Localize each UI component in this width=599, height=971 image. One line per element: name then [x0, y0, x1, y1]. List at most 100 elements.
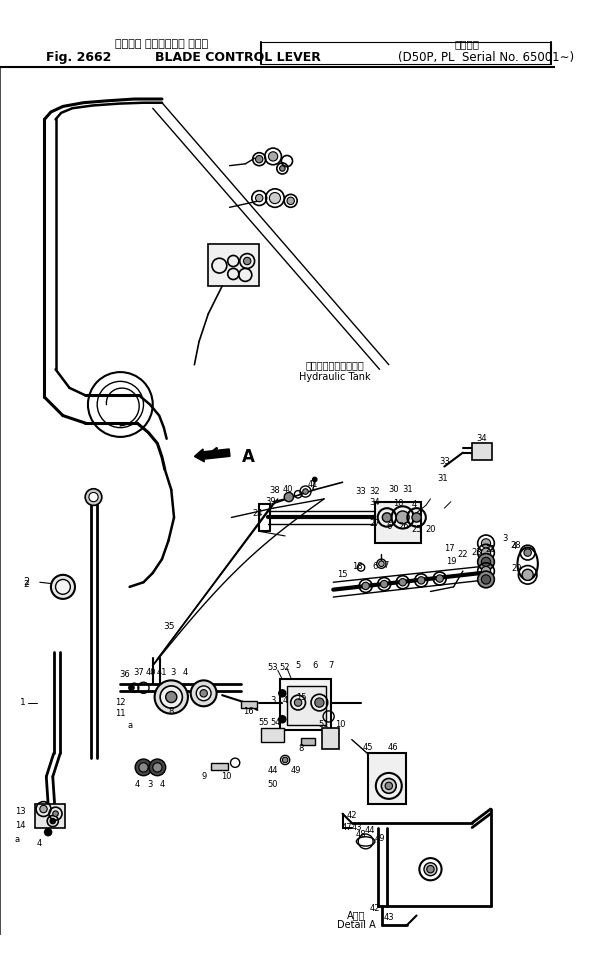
Circle shape	[313, 477, 317, 482]
Text: 1: 1	[20, 698, 26, 707]
Circle shape	[85, 488, 102, 505]
Bar	[208, 245, 259, 286]
Text: 41: 41	[157, 668, 167, 678]
Bar	[280, 680, 331, 730]
Circle shape	[482, 557, 491, 566]
Circle shape	[522, 569, 533, 581]
Circle shape	[382, 779, 396, 793]
Text: BLADE CONTROL LEVER: BLADE CONTROL LEVER	[155, 50, 320, 64]
Circle shape	[482, 575, 491, 585]
Circle shape	[482, 566, 491, 576]
Text: 3: 3	[502, 534, 507, 543]
Circle shape	[51, 575, 75, 599]
Circle shape	[56, 580, 70, 594]
Text: 54: 54	[271, 719, 281, 727]
Circle shape	[426, 865, 434, 873]
Text: 42: 42	[346, 811, 357, 820]
Text: 41: 41	[308, 480, 318, 488]
Bar	[375, 502, 421, 544]
Text: 適用号等: 適用号等	[455, 40, 480, 50]
Circle shape	[166, 691, 177, 703]
Circle shape	[89, 492, 98, 502]
Text: 20: 20	[425, 525, 435, 534]
Circle shape	[53, 811, 58, 817]
Circle shape	[284, 492, 294, 502]
Circle shape	[302, 488, 308, 494]
Circle shape	[477, 553, 494, 570]
Circle shape	[149, 759, 166, 776]
Text: 49: 49	[374, 834, 385, 843]
Circle shape	[380, 581, 388, 587]
Text: 34: 34	[370, 498, 380, 507]
Text: Hydraulic Tank: Hydraulic Tank	[300, 372, 371, 382]
Circle shape	[50, 819, 56, 823]
Text: 3: 3	[147, 780, 153, 788]
Text: 52: 52	[279, 663, 289, 672]
Text: 12: 12	[115, 698, 126, 707]
Circle shape	[280, 166, 285, 171]
Text: 18: 18	[352, 562, 362, 571]
Circle shape	[279, 689, 286, 697]
Circle shape	[268, 151, 278, 161]
Text: A詳細: A詳細	[347, 911, 365, 921]
Text: 9: 9	[201, 772, 206, 781]
Text: 3: 3	[171, 668, 176, 678]
Circle shape	[282, 757, 288, 763]
Text: 4: 4	[183, 668, 187, 678]
Text: 39: 39	[265, 497, 276, 506]
Circle shape	[160, 686, 182, 708]
Text: 2: 2	[23, 580, 29, 588]
Circle shape	[477, 571, 494, 587]
Text: 29: 29	[512, 564, 522, 573]
Text: 10: 10	[393, 499, 403, 508]
Circle shape	[379, 561, 384, 566]
Text: 42: 42	[370, 904, 380, 913]
Text: 4: 4	[283, 696, 288, 705]
Circle shape	[396, 511, 409, 524]
Text: 55: 55	[259, 719, 269, 727]
Circle shape	[139, 763, 148, 772]
Text: 37: 37	[134, 668, 144, 678]
Text: a: a	[127, 721, 132, 730]
Text: 27: 27	[370, 519, 380, 528]
Circle shape	[243, 257, 251, 265]
Text: 53: 53	[268, 663, 279, 672]
Text: 31: 31	[437, 474, 448, 483]
Text: 6: 6	[312, 661, 317, 670]
Bar	[241, 701, 258, 708]
Text: 16: 16	[243, 707, 253, 717]
Circle shape	[399, 579, 406, 586]
Text: 44: 44	[268, 766, 279, 775]
Bar	[472, 444, 492, 460]
Text: 17: 17	[444, 545, 455, 553]
Text: 33: 33	[356, 487, 367, 496]
Text: 50: 50	[268, 780, 279, 788]
Circle shape	[44, 828, 52, 836]
Text: 6: 6	[386, 522, 392, 531]
FancyArrow shape	[195, 449, 230, 462]
Text: 43: 43	[352, 823, 362, 832]
Text: 4: 4	[411, 500, 416, 509]
Text: 47: 47	[342, 823, 352, 832]
Text: A: A	[241, 449, 255, 466]
Text: 25: 25	[412, 525, 422, 534]
Text: 4: 4	[159, 780, 165, 788]
Text: 10: 10	[335, 720, 346, 729]
Circle shape	[155, 681, 188, 714]
Circle shape	[436, 575, 443, 583]
Circle shape	[482, 539, 491, 548]
Text: 40: 40	[146, 668, 156, 678]
Circle shape	[279, 716, 286, 723]
Circle shape	[385, 783, 392, 789]
Text: 10: 10	[222, 772, 232, 781]
Text: 7: 7	[383, 561, 389, 570]
Text: Detail A: Detail A	[337, 920, 376, 930]
Text: a: a	[14, 835, 19, 844]
Circle shape	[424, 862, 437, 876]
Text: 4: 4	[134, 780, 140, 788]
Text: 11: 11	[115, 709, 126, 719]
Circle shape	[270, 192, 280, 204]
Circle shape	[129, 685, 134, 690]
Circle shape	[314, 698, 324, 707]
Text: 3: 3	[270, 696, 276, 705]
